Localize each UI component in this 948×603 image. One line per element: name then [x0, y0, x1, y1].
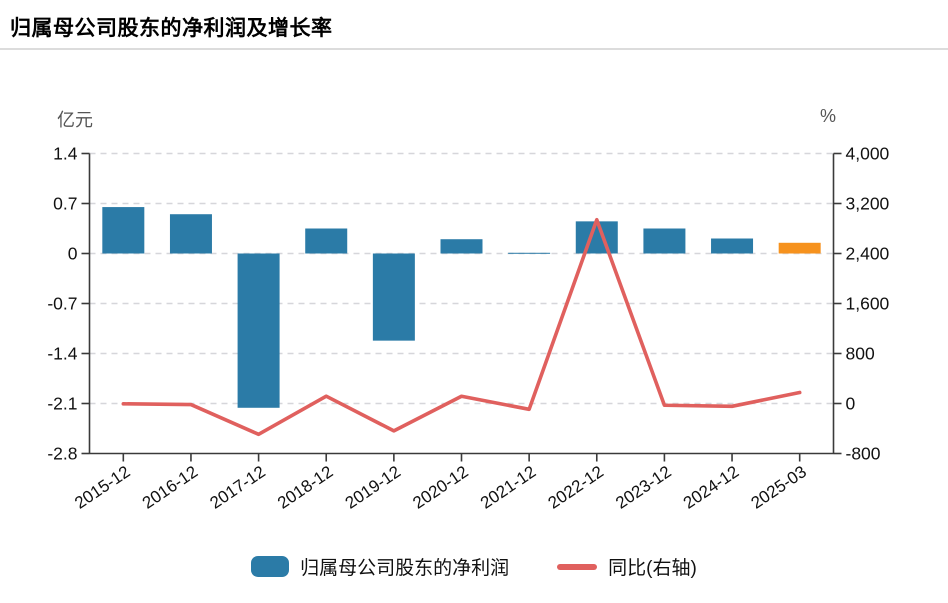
right-axis-tick-label: 0	[846, 394, 856, 414]
left-axis-tick-label: -2.8	[47, 444, 77, 464]
right-axis-tick-label: 1,600	[846, 294, 890, 314]
x-axis-category-label: 2024-12	[680, 462, 742, 513]
left-axis-tick-label: 0	[68, 244, 78, 264]
x-axis-category-label: 2025-03	[748, 462, 810, 513]
chart-plot-area: 1.4 0.7 0 -0.7 -1.4 -2.1 -2.8 4,000 3,200 2,400 1,…	[47, 144, 890, 513]
legend-label-yoy: 同比(右轴)	[608, 558, 697, 579]
left-axis-tick-label: -0.7	[47, 294, 77, 314]
chart-legend: 归属母公司股东的净利润 同比(右轴)	[0, 553, 948, 580]
right-axis-tick-label: -800	[846, 444, 881, 464]
x-axis-category-label: 2020-12	[409, 462, 471, 513]
right-axis-tick-label: 2,400	[846, 244, 890, 264]
right-axis-tick-label: 3,200	[846, 194, 890, 214]
legend-item-net-profit[interactable]: 归属母公司股东的净利润	[251, 553, 509, 580]
left-axis-tick-label: -1.4	[47, 344, 77, 364]
left-axis-unit-label: 亿元	[57, 110, 93, 130]
left-axis-tick-label: 0.7	[53, 194, 77, 214]
x-axis-category-label: 2017-12	[206, 462, 268, 513]
title-divider	[0, 48, 948, 50]
x-axis-category-label: 2016-12	[139, 462, 201, 513]
legend-label-net-profit: 归属母公司股东的净利润	[300, 558, 510, 579]
bar-2016-12[interactable]	[169, 214, 212, 254]
x-axis-category-label: 2021-12	[477, 462, 539, 513]
page-title: 归属母公司股东的净利润及增长率	[10, 17, 333, 40]
legend-item-yoy[interactable]: 同比(右轴)	[557, 553, 697, 580]
left-axis-tick-label: 1.4	[53, 144, 78, 164]
bar-2017-12[interactable]	[237, 253, 280, 408]
bar-2021-12[interactable]	[508, 252, 551, 254]
x-axis-category-label: 2022-12	[545, 462, 607, 513]
bar-series-swatch-icon	[251, 556, 290, 577]
bar-2022-12[interactable]	[575, 221, 618, 254]
left-axis-tick-label: -2.1	[47, 394, 77, 414]
right-axis-tick-label: 4,000	[846, 144, 890, 164]
right-axis-tick-label: 800	[846, 344, 875, 364]
x-axis-category-label: 2023-12	[612, 462, 674, 513]
bar-2020-12[interactable]	[440, 239, 483, 254]
bar-2018-12[interactable]	[305, 228, 348, 254]
x-axis-category-label: 2015-12	[71, 462, 133, 513]
bar-2025-03[interactable]	[778, 242, 821, 254]
yoy-line-series[interactable]	[121, 217, 802, 437]
bar-2024-12[interactable]	[711, 238, 754, 254]
x-axis-category-label: 2018-12	[274, 462, 336, 513]
x-axis-category-label: 2019-12	[342, 462, 404, 513]
bar-2015-12[interactable]	[102, 207, 145, 254]
line-series-swatch-icon	[557, 563, 598, 570]
bar-2019-12[interactable]	[372, 253, 415, 341]
bar-2023-12[interactable]	[643, 228, 686, 254]
right-axis-unit-label: %	[820, 106, 837, 126]
